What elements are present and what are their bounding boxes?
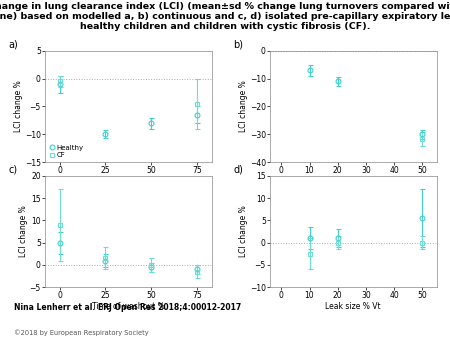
- X-axis label: Leak size % Vt: Leak size % Vt: [325, 302, 381, 311]
- Text: b): b): [234, 40, 243, 50]
- Text: Nina Lenherr et al. ERJ Open Res 2018;4:00012-2017: Nina Lenherr et al. ERJ Open Res 2018;4:…: [14, 303, 241, 312]
- X-axis label: Leak size % Vt: Leak size % Vt: [325, 177, 381, 186]
- Text: d): d): [234, 165, 243, 175]
- Legend: Healthy, CF: Healthy, CF: [49, 144, 85, 159]
- Y-axis label: LCI change %: LCI change %: [14, 80, 23, 132]
- Text: Change in lung clearance index (LCI) (mean±sd % change lung turnovers compared w: Change in lung clearance index (LCI) (me…: [0, 2, 450, 31]
- Text: a): a): [9, 40, 18, 50]
- X-axis label: Time of washout %: Time of washout %: [92, 177, 165, 186]
- Y-axis label: LCI change %: LCI change %: [19, 206, 28, 258]
- Y-axis label: LCI change %: LCI change %: [239, 206, 248, 258]
- Y-axis label: LCI change %: LCI change %: [239, 80, 248, 132]
- X-axis label: Time of washout %: Time of washout %: [92, 302, 165, 311]
- Text: ©2018 by European Respiratory Society: ©2018 by European Respiratory Society: [14, 330, 148, 336]
- Text: c): c): [9, 165, 18, 175]
